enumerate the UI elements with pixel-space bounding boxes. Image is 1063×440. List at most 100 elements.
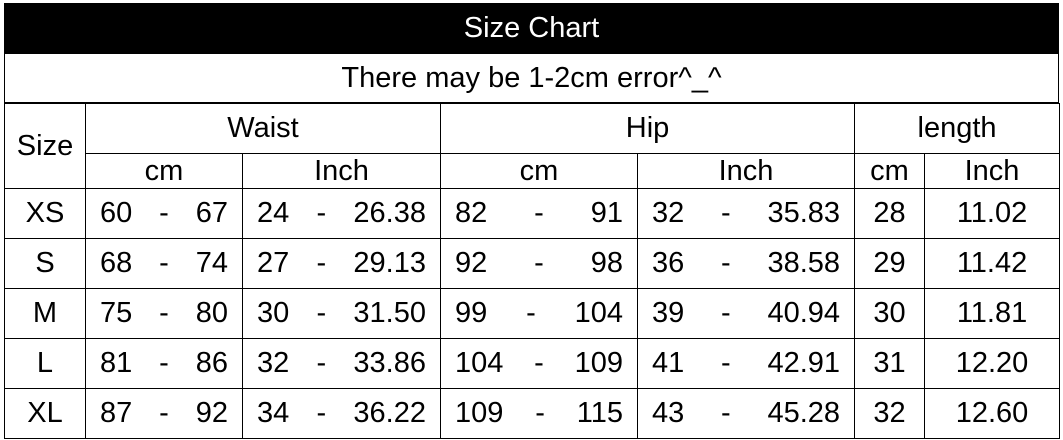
range-separator: - (159, 247, 169, 279)
cell-len_in: 12.20 (924, 338, 1061, 389)
cell-hip_in: 39 - 40.94 (636, 288, 856, 339)
subheader-row: cm Inch cm Inch cm Inch (5, 153, 1061, 189)
range-low: 99 (455, 297, 488, 329)
range-low: 75 (100, 297, 133, 329)
cell-size: S (4, 238, 86, 289)
range-low: 39 (652, 297, 685, 329)
range-separator: - (526, 297, 536, 329)
range-high: 98 (590, 247, 623, 279)
header-waist: Waist (85, 103, 441, 154)
range-separator: - (159, 297, 169, 329)
range-separator: - (159, 347, 169, 379)
range-high: 91 (590, 197, 623, 229)
cell-hip_in: 43 - 45.28 (636, 388, 856, 439)
cell-hip_cm: 109-115 (440, 388, 638, 439)
cell-len_cm: 30 (854, 288, 926, 339)
cell-hip_in: 32 - 35.83 (636, 188, 856, 239)
range-high: 104 (574, 297, 623, 329)
cell-len_cm: 29 (854, 238, 926, 289)
cell-waist_cm: 68-74 (85, 238, 243, 289)
cell-size: L (4, 338, 86, 389)
cell-hip_in: 36 - 38.58 (636, 238, 856, 289)
cell-size: XL (4, 388, 86, 439)
range-separator: - (534, 347, 544, 379)
header-hip: Hip (439, 103, 856, 154)
cell-len_in: 11.81 (924, 288, 1061, 339)
range-low: 24 (257, 197, 290, 229)
range-high: 36.22 (353, 397, 426, 429)
range-low: 32 (652, 197, 685, 229)
range-low: 43 (652, 397, 685, 429)
cell-waist_in: 24-26.38 (242, 188, 441, 239)
range-high: 38.58 (767, 247, 841, 279)
header-length: length (854, 103, 1061, 154)
cell-waist_in: 34-36.22 (242, 388, 441, 439)
range-high: 92 (195, 397, 228, 429)
table-row: XS 60-67 24-26.38 82-91 32-35.83 28 11.02 (4, 188, 1061, 239)
range-high: 40.94 (767, 297, 841, 329)
subheader-cell: Inch (242, 153, 441, 189)
range-high: 45.28 (767, 397, 841, 429)
header-row: Size Waist Hip length (4, 103, 1061, 189)
cell-len_cm: 32 (854, 388, 926, 439)
range-separator: - (721, 397, 731, 429)
cell-waist_cm: 81-86 (85, 338, 243, 389)
subheader-cell: cm (854, 153, 926, 189)
range-separator: - (721, 347, 731, 379)
cell-len_cm: 28 (854, 188, 926, 239)
range-high: 74 (195, 247, 228, 279)
range-separator: - (316, 397, 327, 429)
chart-title: Size Chart (4, 3, 1059, 54)
range-low: 109 (455, 397, 504, 429)
range-low: 68 (100, 247, 133, 279)
range-high: 109 (574, 347, 623, 379)
cell-waist_cm: 60-67 (85, 188, 243, 239)
range-high: 67 (195, 197, 228, 229)
range-separator: - (721, 247, 731, 279)
range-high: 33.86 (353, 347, 426, 379)
range-high: 26.38 (353, 197, 426, 229)
range-low: 36 (652, 247, 685, 279)
cell-hip_cm: 92 - 98 (440, 238, 638, 289)
range-low: 82 (455, 197, 488, 229)
subheader-cell: Inch (924, 153, 1061, 189)
range-separator: - (534, 247, 544, 279)
range-separator: - (316, 247, 327, 279)
table-row: S 68-74 27-29.13 92-98 36-38.58 29 11.42 (4, 238, 1061, 289)
range-high: 31.50 (353, 297, 426, 329)
table-row: XL 87-92 34-36.22 109-115 43-45.28 32 12.60 (4, 388, 1061, 439)
range-separator: - (721, 297, 731, 329)
subheader-cell: cm (440, 153, 638, 189)
range-separator: - (316, 347, 327, 379)
cell-hip_cm: 99 - 104 (440, 288, 638, 339)
cell-len_in: 12.60 (924, 388, 1061, 439)
cell-hip_in: 41 - 42.91 (636, 338, 856, 389)
cell-len_in: 11.02 (924, 188, 1061, 239)
range-separator: - (159, 397, 169, 429)
cell-hip_cm: 104-109 (440, 338, 638, 389)
table-row: M 75-80 30-31.50 99-104 39-40.94 30 11.81 (4, 288, 1061, 339)
range-high: 35.83 (767, 197, 841, 229)
cell-waist_in: 32-33.86 (242, 338, 441, 389)
range-separator: - (316, 297, 327, 329)
range-low: 41 (652, 347, 685, 379)
cell-waist_in: 27-29.13 (242, 238, 441, 289)
range-separator: - (534, 197, 544, 229)
range-high: 29.13 (353, 247, 426, 279)
cell-size: M (4, 288, 86, 339)
range-low: 87 (100, 397, 133, 429)
range-low: 34 (257, 397, 290, 429)
range-high: 86 (195, 347, 228, 379)
range-low: 104 (455, 347, 504, 379)
size-table: Size Waist Hip length cm Inch cm Inch cm… (4, 103, 1061, 439)
range-low: 30 (257, 297, 290, 329)
cell-waist_cm: 75-80 (85, 288, 243, 339)
range-separator: - (721, 197, 731, 229)
range-separator: - (316, 197, 327, 229)
range-low: 32 (257, 347, 290, 379)
cell-waist_in: 30-31.50 (242, 288, 441, 339)
cell-len_in: 11.42 (924, 238, 1061, 289)
cell-len_cm: 31 (854, 338, 926, 389)
header-size: Size (4, 103, 86, 189)
range-high: 42.91 (767, 347, 841, 379)
